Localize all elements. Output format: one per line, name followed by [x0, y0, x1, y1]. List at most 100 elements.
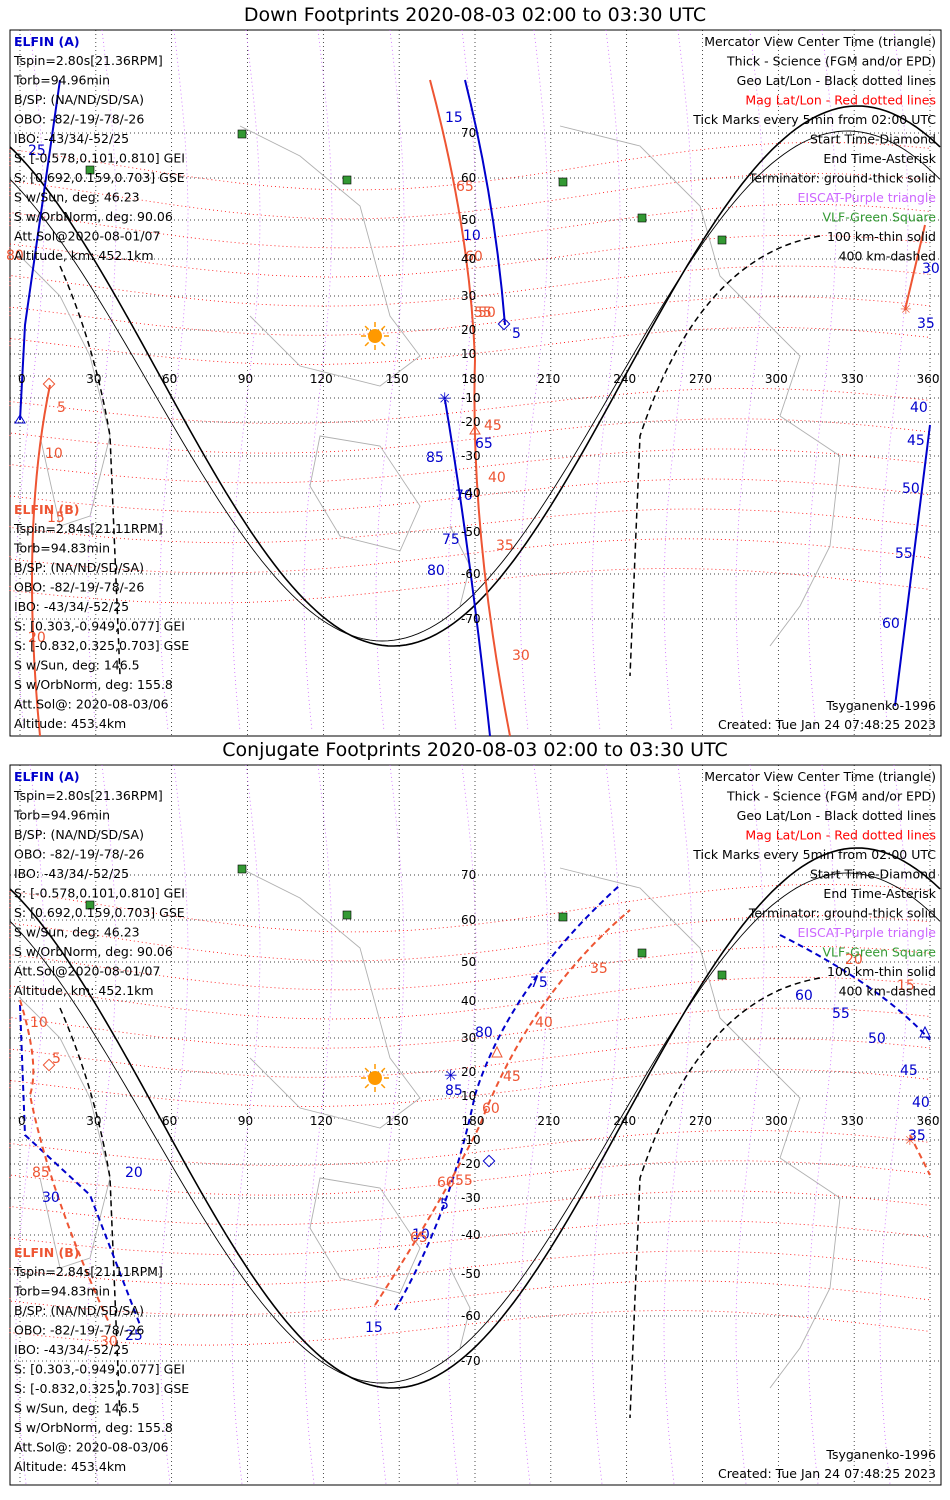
longitude-tick-label: 0 [18, 1114, 26, 1128]
end-asterisk: ✳ [904, 1133, 916, 1149]
latitude-tick-label: 40 [461, 994, 476, 1008]
coastline-path [239, 867, 421, 1129]
elfin-a-track [394, 884, 621, 1311]
start-diamond [482, 1154, 496, 1168]
elfin-a-tick-label: 60 [795, 988, 813, 1004]
mag-latitude-line [9, 387, 931, 424]
vlf-station-square [237, 129, 247, 139]
center-triangle [919, 1025, 931, 1038]
mag-longitude-line [303, 764, 333, 1486]
longitude-tick-label: 330 [841, 1114, 864, 1128]
end-asterisk: ✳ [444, 1066, 457, 1085]
elfin-b-tick-label: 20 [28, 630, 46, 646]
longitude-tick-label: 90 [238, 1114, 253, 1128]
elfin-a-tick-label: 75 [442, 532, 460, 548]
legend-item: Mag Lat/Lon - Red dotted lines [745, 93, 936, 108]
vlf-station-square [637, 948, 647, 958]
start-diamond [497, 317, 511, 331]
legend-item: Start Time-Diamond [810, 132, 936, 147]
elfin-b-info-line: S: [-0.832,0.325,0.703] GSE [14, 1381, 189, 1396]
mag-latitude-line [9, 1280, 931, 1316]
down-footprints-panel: ✳✳15105253035404550556065707580856560555… [6, 29, 942, 737]
latitude-tick-label: -20 [461, 1157, 481, 1171]
footprint-tracks: ✳✳15105253035404550556065707580856560555… [6, 79, 940, 737]
elfin-b-tick-label: 30 [100, 1334, 118, 1350]
vlf-station-square [637, 213, 647, 223]
elfin-a-tick-label: 50 [868, 1031, 886, 1047]
sun-ray [380, 325, 386, 331]
elfin-a-tick-label: 55 [895, 546, 913, 562]
elfin-b-info-line: B/SP: (NA/ND/SD/SA) [14, 1303, 144, 1318]
legend-item: EISCAT-Purple triangle [798, 190, 937, 205]
footprint-tracks: ✳✳75808560555045403551015252030354045605… [19, 884, 931, 1350]
elfin-a-tick-label: 30 [42, 1190, 60, 1206]
longitude-tick-label: 270 [689, 372, 712, 386]
longitude-tick-label: 210 [537, 372, 560, 386]
longitude-tick-label: 30 [86, 372, 101, 386]
terminator-400km [629, 235, 821, 677]
model-label: Tsyganenko-1996 [825, 1447, 936, 1462]
elfin-b-tick-label: 55 [474, 305, 492, 321]
elfin-b-info-line: S w/Sun, deg: 146.5 [14, 658, 140, 673]
elfin-b-info-line: S w/OrbNorm, deg: 155.8 [14, 677, 173, 692]
mag-latitude-line [9, 1190, 931, 1226]
legend-item: 100 km-thin solid [827, 964, 936, 979]
legend-item: VLF-Green Square [822, 945, 936, 960]
mag-latitude-line [9, 265, 931, 307]
elfin-b-tick-label: 45 [503, 1069, 521, 1085]
elfin-b-info-line: OBO: -82/-19/-78/-26 [14, 1323, 144, 1338]
latitude-tick-label: 50 [461, 213, 476, 227]
terminator-ground [9, 872, 941, 1384]
elfin-a-info-line: IBO: -43/34/-52/25 [14, 866, 129, 881]
vlf-station-square [717, 235, 727, 245]
legend-item: Start Time-Diamond [810, 867, 936, 882]
elfin-a-track [19, 1004, 141, 1326]
panel-title-down: Down Footprints 2020-08-03 02:00 to 03:3… [243, 4, 707, 26]
longitude-tick-label: 150 [386, 372, 409, 386]
axis-labels: 0 30 60 90 120 150 180 210 240 270 300 330 360 70 60 50… [18, 868, 939, 1368]
mag-latitude-line [9, 1038, 931, 1078]
elfin-a-tick-label: 15 [445, 110, 463, 126]
created-label: Created: Tue Jan 24 07:48:25 2023 [718, 717, 936, 732]
mag-grid [9, 29, 931, 731]
elfin-a-tick-label: 40 [910, 400, 928, 416]
coastline-path [559, 867, 801, 1159]
mag-latitude-line [9, 296, 931, 336]
elfin-b-tick-label: 40 [488, 470, 506, 486]
elfin-a-info: ELFIN (A) Tspin=2.80s[21.36RPM] Torb=94.96… [13, 34, 185, 263]
start-diamond [42, 1058, 56, 1072]
terminator-ground [9, 847, 941, 1389]
axis-labels: 0 30 60 90 120 150 180 210 240 270 300 330 360 70 60 50… [18, 126, 939, 626]
elfin-a-tick-label: 85 [426, 450, 444, 466]
elfin-a-tick-label: 30 [922, 261, 940, 277]
longitude-tick-label: 180 [462, 372, 485, 386]
elfin-b-tick-label: 5 [57, 400, 66, 416]
latitude-tick-label: -70 [461, 612, 481, 626]
legend: Mercator View Center Time (triangle) Thic… [692, 769, 937, 999]
center-triangle [469, 425, 481, 435]
elfin-b-info: ELFIN (B) Tspin=2.84s[21.11RPM] Torb=94.83… [13, 1245, 189, 1474]
elfin-a-tick-label: 25 [125, 1328, 143, 1344]
elfin-b-tick-label: 60 [482, 1101, 500, 1117]
latitude-tick-label: -70 [461, 1354, 481, 1368]
coastline-path [559, 125, 801, 417]
latitude-tick-label: -60 [461, 1309, 481, 1323]
longitude-tick-label: 120 [310, 372, 333, 386]
elfin-b-info-line: S: [0.303,-0.949,0.077] GEI [14, 619, 185, 634]
legend-item: Geo Lat/Lon - Black dotted lines [737, 73, 936, 88]
elfin-b-tick-label: 35 [590, 961, 608, 977]
elfin-a-tick-label: 70 [455, 488, 473, 504]
mag-latitude-line [9, 418, 931, 454]
end-asterisk: ✳ [900, 302, 912, 318]
elfin-b-info-line: Att.Sol@: 2020-08-03/06 [14, 1440, 169, 1455]
elfin-a-tick-label: 55 [832, 1006, 850, 1022]
elfin-a-info-line: S: [0.692,0.159,0.703] GSE [14, 170, 185, 185]
legend-item: End Time-Asterisk [823, 151, 936, 166]
elfin-a-info-line: B/SP: (NA/ND/SD/SA) [14, 827, 144, 842]
latitude-tick-label: 70 [461, 868, 476, 882]
latitude-tick-label: -40 [461, 1228, 481, 1242]
coastline [19, 125, 841, 647]
start-diamond [42, 377, 56, 391]
mag-longitude-line [87, 764, 117, 1486]
elfin-a-info-line: S w/OrbNorm, deg: 90.06 [14, 944, 173, 959]
